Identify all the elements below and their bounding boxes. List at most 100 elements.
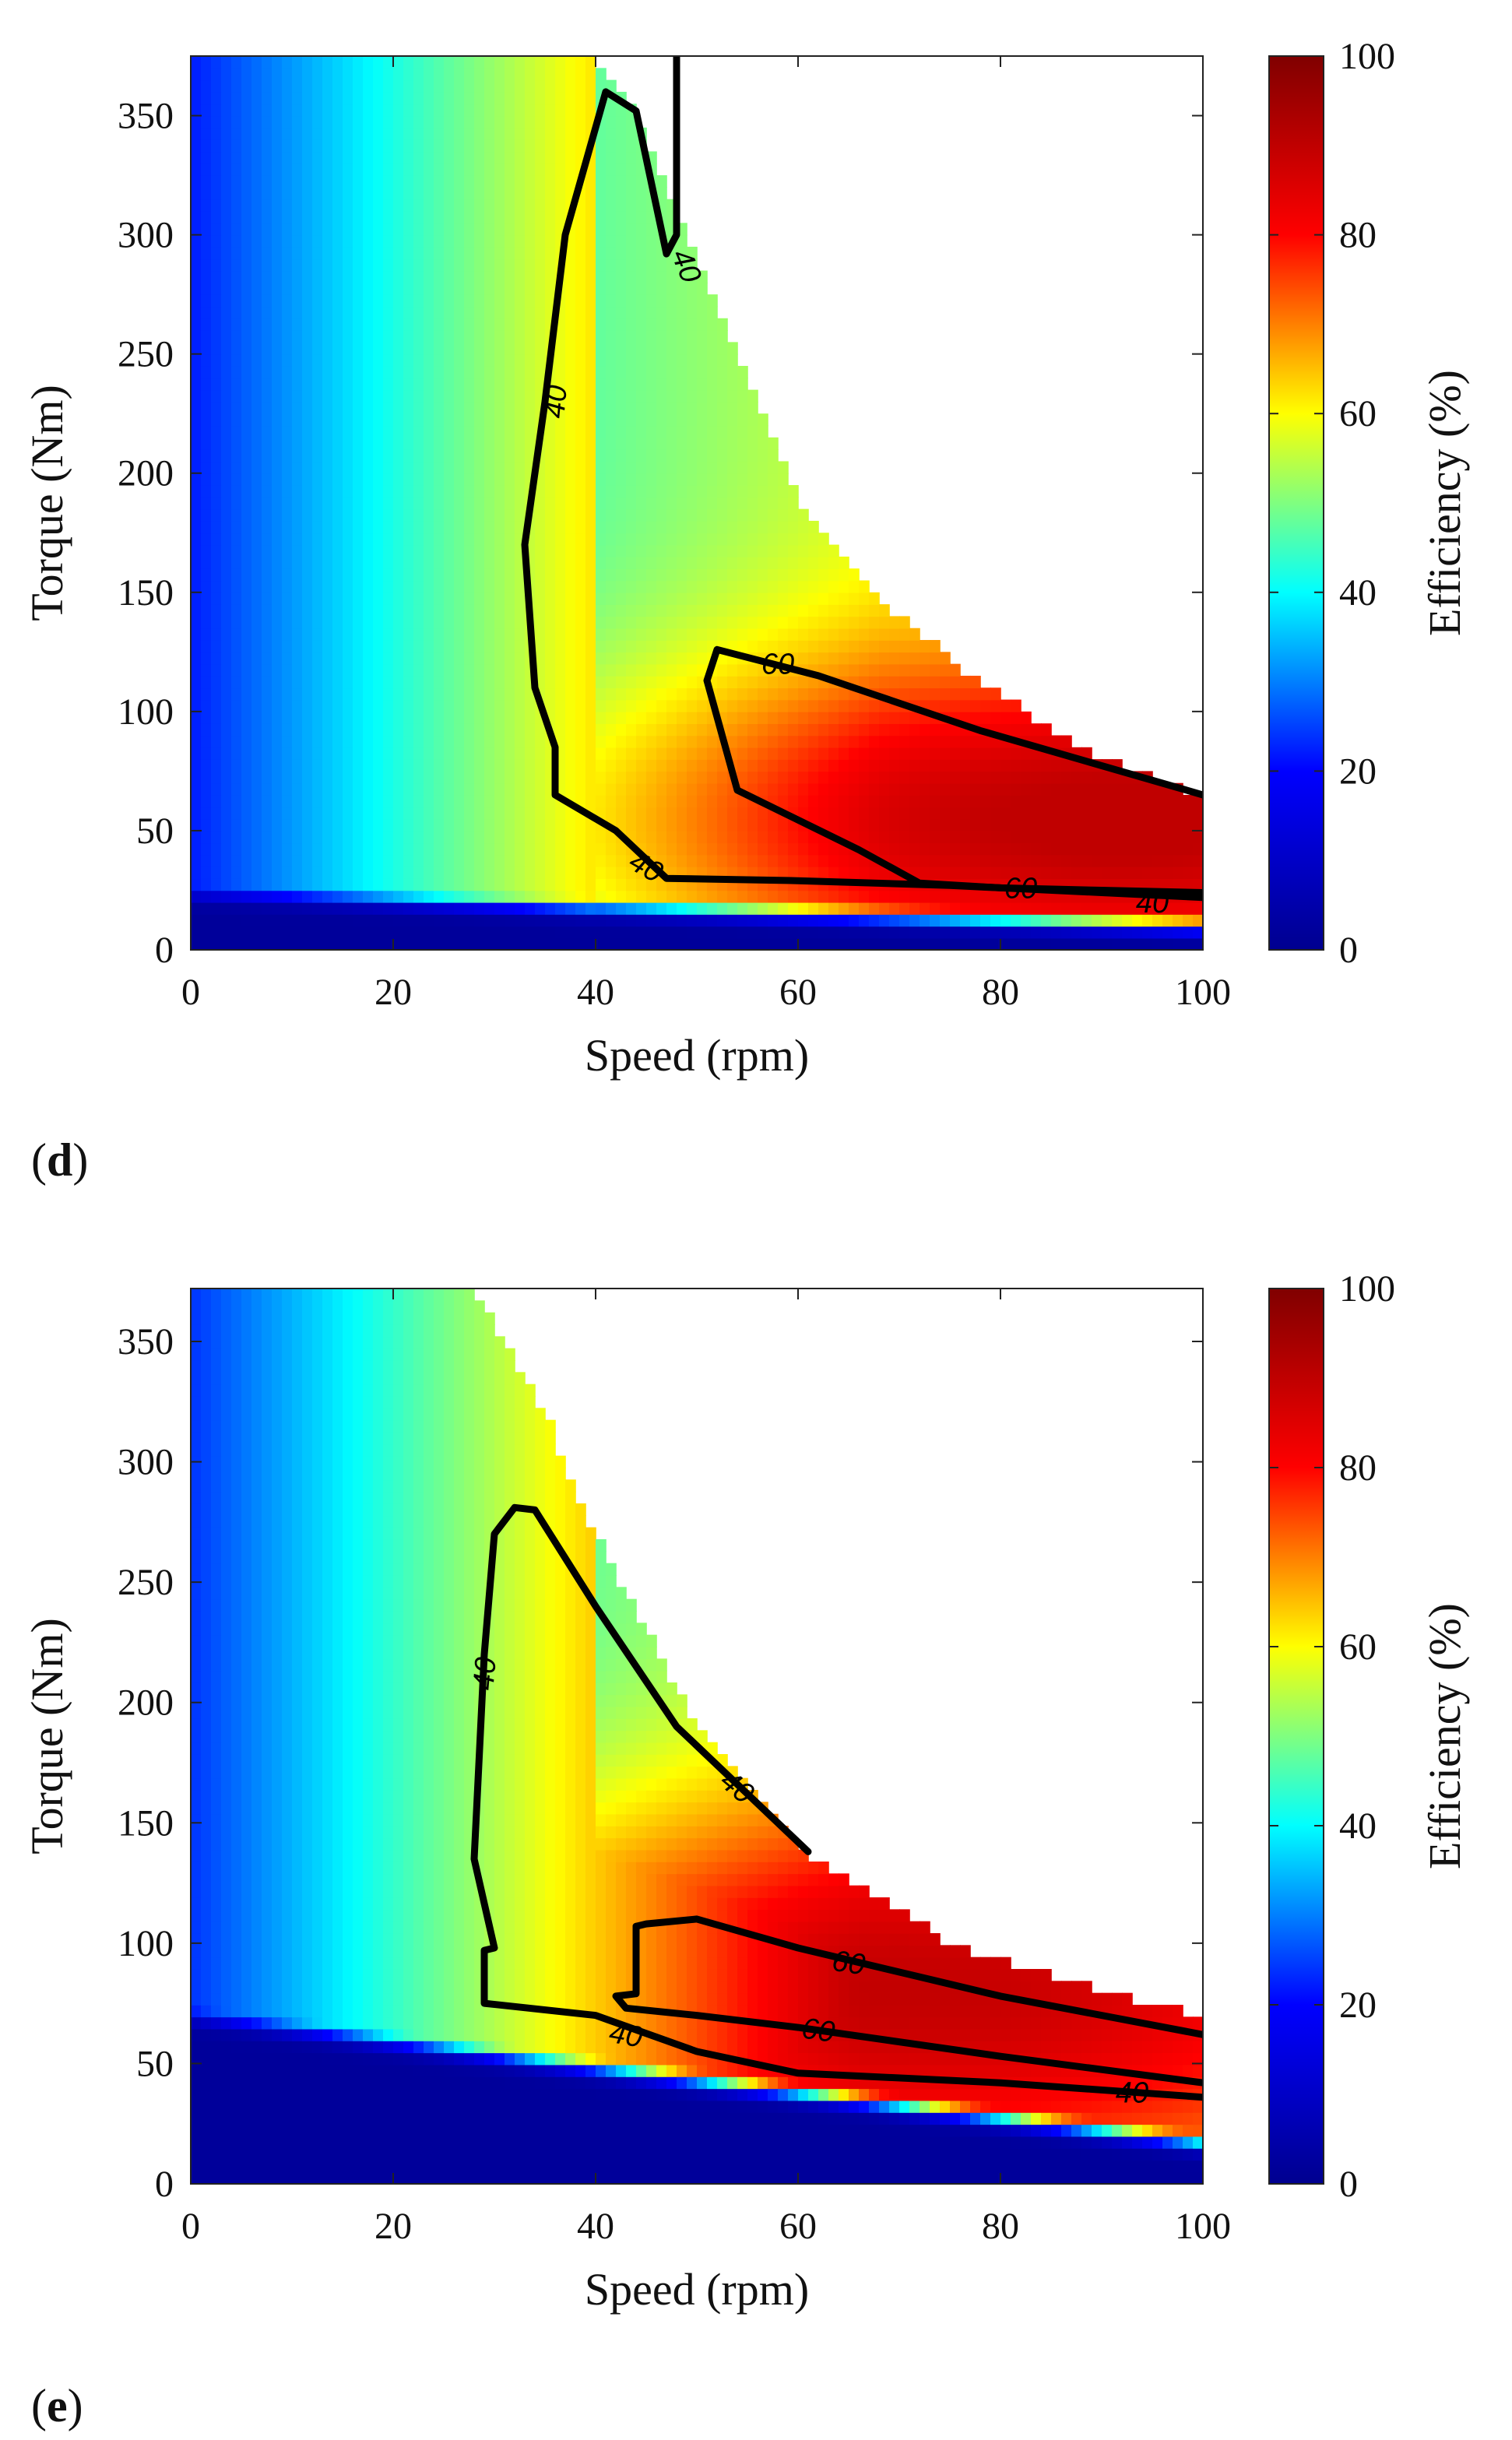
heatmap-cell <box>555 533 566 546</box>
heatmap-cell <box>606 878 617 891</box>
heatmap-cell <box>818 759 829 772</box>
heatmap-cell <box>839 723 849 737</box>
heatmap-cell <box>747 747 758 760</box>
heatmap-cell <box>666 675 677 689</box>
heatmap-cell <box>383 842 394 856</box>
heatmap-cell <box>990 711 1001 724</box>
heatmap-cell <box>464 663 475 677</box>
heatmap-cell <box>525 246 536 260</box>
heatmap-cell <box>606 782 617 796</box>
heatmap-cell <box>383 461 394 474</box>
heatmap-cell <box>575 342 586 355</box>
heatmap-cell <box>231 199 242 212</box>
heatmap-cell <box>515 389 526 403</box>
heatmap-cell <box>282 735 293 748</box>
heatmap-cell <box>251 842 262 856</box>
heatmap-cell <box>444 699 455 712</box>
heatmap-cell <box>282 890 293 903</box>
heatmap-cell <box>707 342 718 355</box>
heatmap-cell <box>292 568 303 582</box>
heatmap-cell <box>585 592 596 605</box>
heatmap-cell <box>646 830 657 844</box>
heatmap-cell <box>585 365 596 379</box>
heatmap-cell <box>403 199 414 212</box>
heatmap-cell <box>585 699 596 712</box>
heatmap-cell <box>191 270 202 283</box>
heatmap-cell <box>596 652 607 665</box>
heatmap-cell <box>515 520 526 534</box>
heatmap-cell <box>241 699 252 712</box>
heatmap-cell <box>444 914 455 927</box>
heatmap-cell <box>191 818 202 831</box>
heatmap-cell <box>241 533 252 546</box>
heatmap-cell <box>505 842 515 856</box>
heatmap-cell <box>525 91 536 105</box>
heatmap-cell <box>1000 759 1011 772</box>
heatmap-cell <box>575 353 586 367</box>
heatmap-cell <box>808 699 819 712</box>
heatmap-cell <box>505 79 515 93</box>
heatmap-cell <box>474 127 485 140</box>
heatmap-cell <box>980 926 991 939</box>
heatmap-cell <box>505 544 515 557</box>
heatmap-cell <box>464 533 475 546</box>
heatmap-cell <box>596 663 607 677</box>
heatmap-cell <box>677 628 687 641</box>
heatmap-cell <box>727 544 738 557</box>
heatmap-cell <box>788 616 799 629</box>
heatmap-cell <box>444 282 455 295</box>
heatmap-cell <box>302 79 313 93</box>
heatmap-cell <box>980 937 991 950</box>
heatmap-cell <box>768 937 779 950</box>
heatmap-cell <box>201 520 212 534</box>
heatmap-cell <box>565 461 576 474</box>
heatmap-cell <box>262 699 273 712</box>
heatmap-cell <box>373 914 384 927</box>
heatmap-cell <box>636 926 647 939</box>
heatmap-cell <box>636 294 647 308</box>
heatmap-cell <box>272 830 283 844</box>
heatmap-cell <box>646 807 657 820</box>
heatmap-cell <box>201 878 212 891</box>
heatmap-cell <box>859 866 870 879</box>
heatmap-cell <box>282 723 293 737</box>
heatmap-cell <box>677 234 687 248</box>
heatmap-cell <box>747 461 758 474</box>
heatmap-cell <box>251 258 262 272</box>
heatmap-cell <box>302 270 313 283</box>
heatmap-cell <box>636 902 647 915</box>
heatmap-cell <box>616 556 627 569</box>
heatmap-cell <box>292 353 303 367</box>
heatmap-cell <box>839 652 849 665</box>
heatmap-cell <box>272 699 283 712</box>
heatmap-cell <box>292 675 303 689</box>
heatmap-cell <box>585 604 596 617</box>
heatmap-cell <box>444 830 455 844</box>
heatmap-cell <box>332 723 343 737</box>
heatmap-cell <box>424 187 434 200</box>
heatmap-cell <box>1011 818 1021 831</box>
heatmap-cell <box>474 353 485 367</box>
heatmap-cell <box>191 378 202 391</box>
heatmap-cell <box>505 199 515 212</box>
heatmap-cell <box>424 616 434 629</box>
heatmap-cell <box>646 223 657 236</box>
heatmap-cell <box>646 652 657 665</box>
heatmap-cell <box>798 890 809 903</box>
heatmap-cell <box>272 568 283 582</box>
heatmap-cell <box>515 616 526 629</box>
heatmap-cell <box>616 711 627 724</box>
heatmap-cell <box>1061 818 1072 831</box>
heatmap-cell <box>191 842 202 856</box>
heatmap-cell <box>494 628 505 641</box>
heatmap-cell <box>656 818 667 831</box>
heatmap-cell <box>666 902 677 915</box>
heatmap-cell <box>687 759 698 772</box>
heatmap-cell <box>221 699 232 712</box>
heatmap-cell <box>383 175 394 188</box>
heatmap-cell <box>990 866 1001 879</box>
heatmap-cell <box>535 556 546 569</box>
heatmap-cell <box>616 139 627 153</box>
heatmap-cell <box>818 556 829 569</box>
